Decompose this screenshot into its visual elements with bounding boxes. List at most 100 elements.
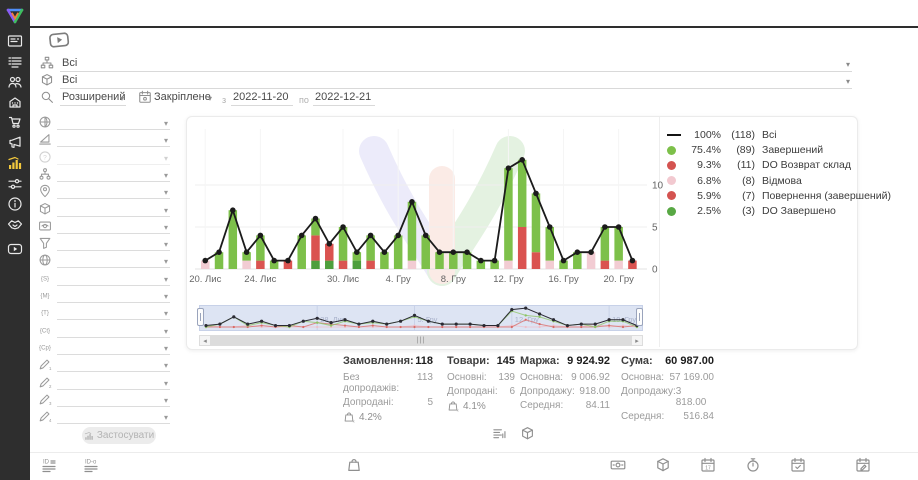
scrollbar-thumb[interactable]: ||| [210,336,632,345]
stat-column: Товари: 145 Основні: 139 Допродані: 6 x 4.1% [447,355,515,413]
date-to-label: по [299,95,309,105]
view-toggle-stats-list[interactable] [492,426,508,442]
level-icon [38,132,53,147]
svg-text:{T}: {T} [41,310,49,317]
calendar-pinned-icon [138,90,154,106]
chevron-down-icon: ▾ [163,292,168,301]
view-toggle-package[interactable] [520,426,536,442]
table-header-banknote[interactable] [610,457,628,475]
globe-half-icon [38,115,53,130]
legend-item[interactable]: 6.8% (8) Відмова [667,174,802,188]
sidebar-item-cards[interactable] [0,31,30,51]
legend-percent: 2.5% [697,205,721,217]
scroll-right-arrow[interactable]: ▸ [635,337,639,345]
filter-select-pencil-2[interactable]: ▾ [57,376,170,390]
stat-title: Товари: 145 [447,355,515,367]
filter-select-card-eye[interactable]: ▾ [57,220,170,234]
date-from-input[interactable]: 2022-11-20 [231,88,293,106]
filter-row-var-m: {M} ▾ [36,288,170,304]
filter-structure-select[interactable]: Всі ▾ [60,54,852,72]
legend-item[interactable]: 5.9% (7) Повернення (завершений) [667,189,891,203]
chevron-down-icon: ▾ [163,343,168,353]
chevron-down-icon: ▾ [163,309,168,319]
filter-select-var-m[interactable]: ▾ [57,289,170,303]
search-mode-select[interactable]: Розширений ▾ [60,88,126,106]
filter-select-pencil-4[interactable]: ▾ [57,410,170,425]
chart-scrollbar[interactable]: ◂ ||| ▸ [199,335,643,346]
pencil-3-icon: 3 [38,392,53,407]
svg-text:4: 4 [49,418,52,423]
table-header-calendar-check[interactable] [790,457,808,475]
sidebar-item-list[interactable] [0,52,30,72]
svg-text:5: 5 [652,223,658,234]
filter-select-sitemap[interactable]: ▾ [57,168,170,182]
sidebar-item-video[interactable] [0,239,30,259]
sidebar-item-sliders[interactable] [0,174,30,194]
table-header-calendar-17[interactable]: 17 [700,457,718,475]
var-m-icon: {M} [38,288,53,303]
sidebar-item-clients[interactable] [0,72,30,92]
chevron-down-icon: ▾ [163,205,168,215]
filter-select-level[interactable]: ▾ [57,133,170,148]
svg-text:2: 2 [49,384,52,389]
brush-handle-left[interactable] [197,308,204,326]
table-header-timer[interactable] [745,457,763,475]
scroll-left-arrow[interactable]: ◂ [203,337,207,345]
svg-text:28. Лис: 28. Лис [320,315,346,324]
filter-select-globe-half[interactable]: ▾ [57,116,170,130]
filter-structure-value: Всі [62,57,78,69]
filter-select-pencil-1[interactable]: ▾ [57,358,170,373]
legend-item[interactable]: 75.4% (89) Завершений [667,143,823,157]
filter-select-var-cp[interactable]: ▾ [57,341,170,355]
app-logo[interactable] [4,5,26,27]
filter-select-question[interactable]: ▾ [57,151,170,165]
legend-percent: 9.3% [697,159,721,172]
stat-row: Допродані: 5 [343,397,433,408]
svg-text:20. Лис: 20. Лис [189,274,221,285]
legend-count: (3) [742,205,755,217]
table-header-bag[interactable] [346,457,364,475]
legend-item[interactable]: 9.3% (11) DO Возврат склад [667,158,851,172]
filter-select-var-ct[interactable]: ▾ [57,324,170,338]
stat-title: Сума: 60 987.00 [621,355,714,367]
filter-select-person-pin[interactable]: ▾ [57,185,170,200]
table-header-id-option[interactable]: ID-o [84,457,102,475]
date-to-input[interactable]: 2022-12-21 [313,88,375,106]
chart-legend: 100% (118) Всі 75.4% (89) Завершений 9.3% (11) D… [659,117,891,347]
stat-column: Замовлення: 118 Без допродажів: 113 Допродан… [343,355,433,424]
stat-row: Основна: 9 006.92 [520,372,610,383]
table-header-package[interactable] [655,457,673,475]
filter-row-pencil-2: 2 ▾ [36,375,170,391]
stat-row: Основні: 139 [447,372,515,383]
video-help-button[interactable] [45,28,73,51]
stat-row: Допродані: 6 [447,386,515,397]
var-t-icon: {T} [38,305,53,320]
apply-button[interactable]: Застосувати [82,427,156,444]
legend-item[interactable]: 100% (118) Всі [667,128,777,142]
dot-swatch [667,160,676,170]
table-header-calendar-edit[interactable] [855,457,873,475]
table-header-id-equal[interactable]: ID [42,457,60,475]
date-from-value: 2022-11-20 [233,91,289,103]
sidebar-item-cart[interactable] [0,112,30,132]
filter-select-pencil-3[interactable]: ▾ [57,393,170,407]
sidebar-item-statistics-active[interactable] [0,153,30,173]
stat-row: Середня: 516.84 [621,411,714,422]
filter-select-package[interactable]: ▾ [57,203,170,217]
legend-label: DO Возврат склад [762,159,852,172]
filter-select-var-s[interactable]: ▾ [57,272,170,286]
filter-products-select[interactable]: Всі ▾ [60,71,852,89]
sidebar-item-info[interactable] [0,194,30,214]
sidebar-item-company[interactable] [0,92,30,112]
sidebar-item-megaphone[interactable] [0,132,30,152]
period-mode-select[interactable]: Закріплене ▾ [152,88,214,105]
brush-handle-right[interactable] [636,308,643,326]
sidebar-item-handshake[interactable] [0,214,30,234]
legend-item[interactable]: 2.5% (3) DO Завершено [667,204,836,218]
filter-select-globe[interactable]: ▾ [57,254,170,269]
filter-row-person-pin: ▾ [36,184,170,200]
timeline-brush[interactable]: 28. Лис 5. Гру 12. Гру 19. Гру [199,305,643,331]
filter-select-funnel[interactable]: ▾ [57,237,170,252]
legend-percent: 6.8% [697,174,721,187]
filter-select-var-t[interactable]: ▾ [57,306,170,321]
